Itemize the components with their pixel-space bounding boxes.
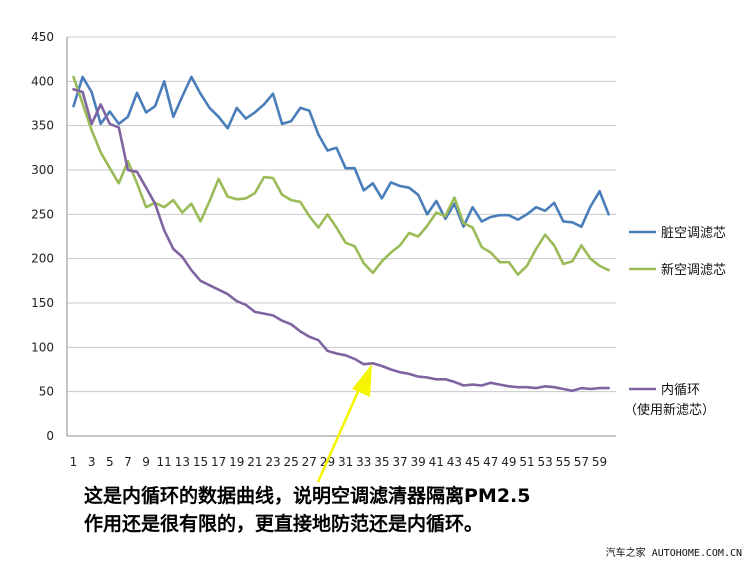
x-tick-label: 5 <box>106 455 114 469</box>
x-tick-label: 17 <box>211 455 226 469</box>
y-tick-label: 250 <box>31 207 54 221</box>
x-tick-label: 35 <box>374 455 389 469</box>
y-tick-label: 100 <box>31 340 54 354</box>
x-tick-label: 47 <box>483 455 498 469</box>
x-tick-label: 13 <box>175 455 190 469</box>
axes <box>66 37 616 437</box>
x-tick-label: 51 <box>519 455 534 469</box>
annotation-arrow <box>316 364 372 483</box>
x-tick-label: 7 <box>124 455 132 469</box>
x-tick-label: 41 <box>429 455 444 469</box>
legend-note: （使用新滤芯） <box>624 402 715 418</box>
y-tick-label: 450 <box>31 30 54 44</box>
x-tick-label: 31 <box>338 455 353 469</box>
annotation-line-2: 作用还是很有限的，更直接地防范还是内循环。 <box>84 512 483 535</box>
x-tick-label: 19 <box>229 455 244 469</box>
x-tick-label: 33 <box>356 455 371 469</box>
y-tick-label: 200 <box>31 252 54 266</box>
x-tick-label: 57 <box>574 455 589 469</box>
x-tick-label: 23 <box>265 455 280 469</box>
watermark: 汽车之家 AUTOHOME.COM.CN <box>606 546 742 559</box>
y-axis-ticks: 0 50 100 150 200 250 300 350 400 450 <box>31 30 54 443</box>
x-tick-label: 45 <box>465 455 480 469</box>
x-tick-label: 37 <box>392 455 407 469</box>
x-tick-label: 11 <box>157 455 172 469</box>
y-tick-label: 400 <box>31 74 54 88</box>
y-tick-label: 150 <box>31 296 54 310</box>
x-tick-label: 43 <box>447 455 462 469</box>
annotation-line-1: 这是内循环的数据曲线，说明空调滤清器隔离PM2.5 <box>84 484 531 507</box>
x-tick-label: 39 <box>411 455 426 469</box>
gridlines <box>67 36 616 393</box>
arrow-head <box>352 364 372 397</box>
legend-label: 内循环 <box>661 382 700 398</box>
x-tick-label: 3 <box>88 455 96 469</box>
series-line-1 <box>72 75 610 276</box>
series-line-0 <box>72 75 610 228</box>
series-line-2 <box>72 88 610 393</box>
x-tick-label: 25 <box>284 455 299 469</box>
y-tick-label: 0 <box>46 429 54 443</box>
x-tick-label: 59 <box>592 455 607 469</box>
legend-label: 新空调滤芯 <box>661 262 726 278</box>
legend-label: 脏空调滤芯 <box>661 226 726 241</box>
x-tick-label: 21 <box>247 455 262 469</box>
x-tick-label: 53 <box>537 455 552 469</box>
y-tick-label: 350 <box>31 119 54 133</box>
arrow-shaft <box>316 384 363 483</box>
x-tick-label: 27 <box>302 455 317 469</box>
x-axis-ticks: 1357911131517192123252729313335373941434… <box>70 455 608 469</box>
x-tick-label: 55 <box>556 455 571 469</box>
x-tick-label: 9 <box>142 455 150 469</box>
x-tick-label: 15 <box>193 455 208 469</box>
x-tick-label: 1 <box>70 455 78 469</box>
series-lines <box>72 75 610 393</box>
x-tick-label: 49 <box>501 455 516 469</box>
y-tick-label: 50 <box>39 385 54 399</box>
y-tick-label: 300 <box>31 163 54 177</box>
